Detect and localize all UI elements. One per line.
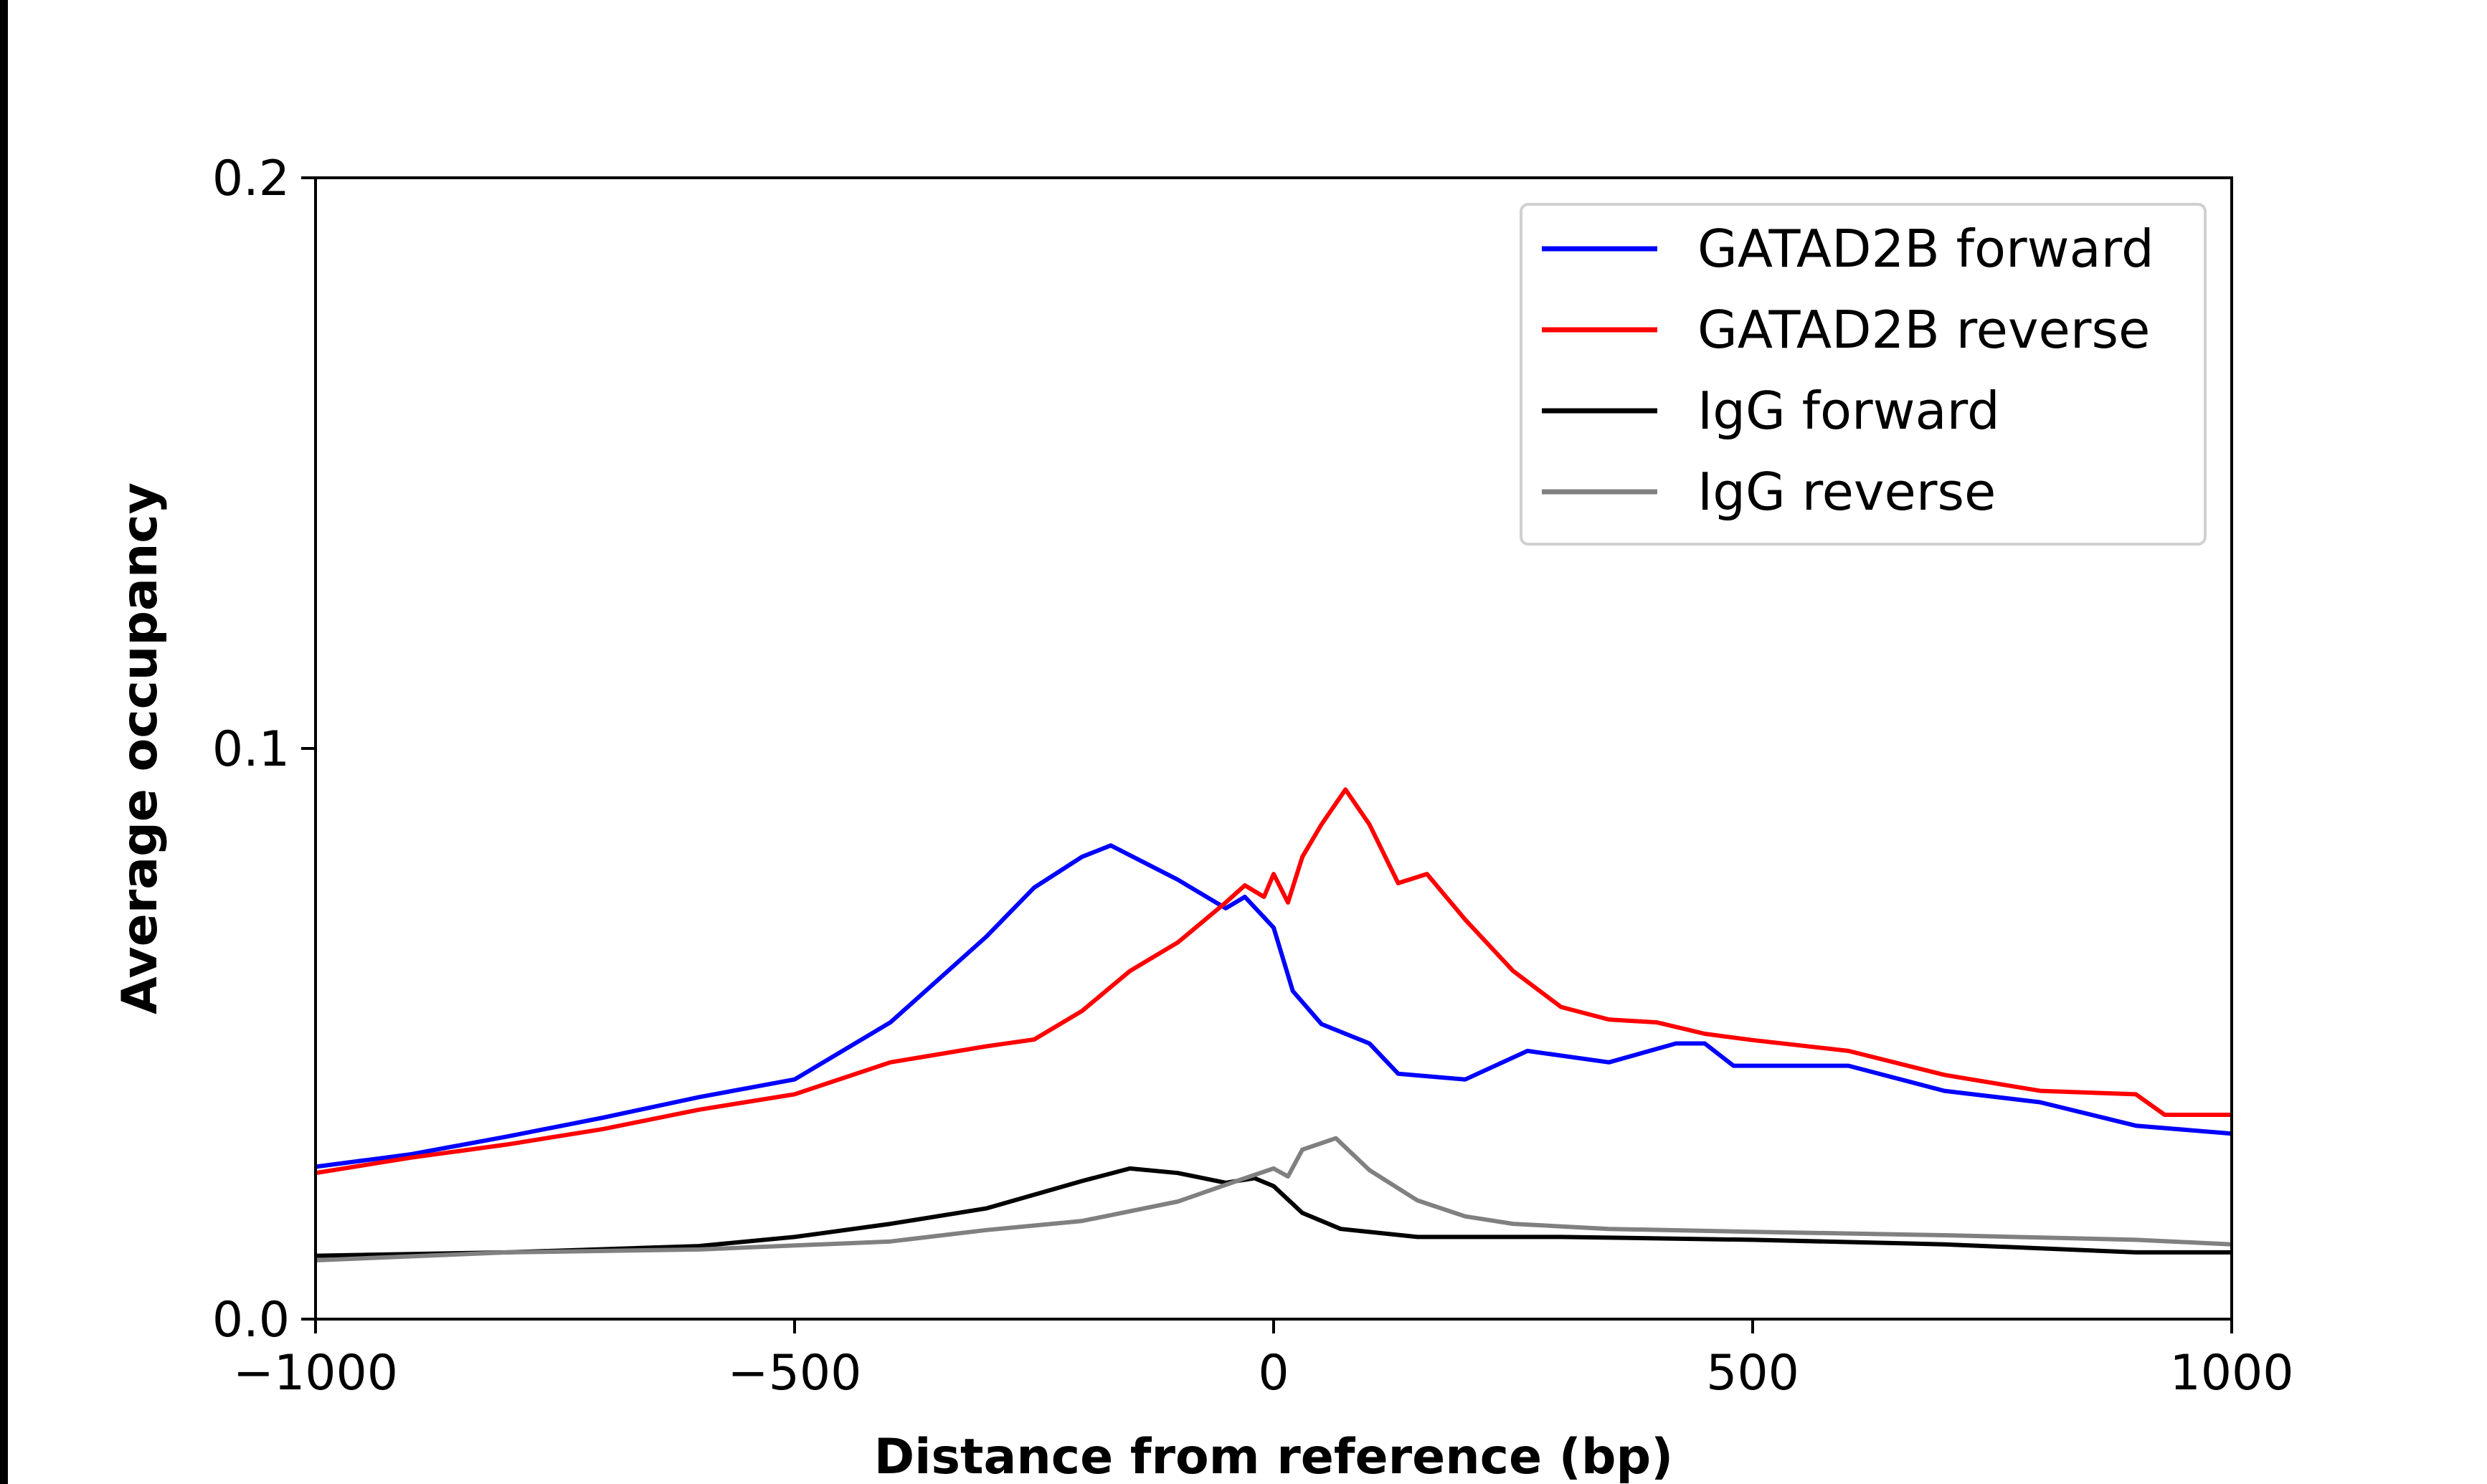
x-axis-label: Distance from reference (bp) — [874, 1429, 1674, 1484]
x-tick-label: 0 — [1258, 1345, 1289, 1402]
y-axis: 0.0 0.1 0.2 — [212, 151, 316, 1349]
legend-label: GATAD2B reverse — [1697, 300, 2150, 360]
series-layer — [315, 787, 2232, 1262]
series-line-igg-reverse — [315, 1136, 2232, 1262]
legend: GATAD2B forward GATAD2B reverse IgG forwar… — [1520, 203, 2207, 546]
x-tick-label: 1000 — [2169, 1345, 2293, 1402]
x-tick-label: 500 — [1706, 1345, 1799, 1402]
legend-label: GATAD2B forward — [1697, 219, 2154, 279]
x-axis: −1000 −500 0 500 1000 — [233, 1319, 2294, 1402]
y-axis-label: Average occupancy — [112, 482, 169, 1014]
y-tick-label: 0.2 — [212, 151, 290, 207]
y-tick-label: 0.1 — [212, 721, 290, 778]
x-tick-label: −1000 — [233, 1345, 398, 1402]
legend-label: IgG forward — [1697, 381, 2000, 441]
left-border — [0, 0, 8, 1484]
y-tick-label: 0.0 — [212, 1292, 290, 1349]
x-tick-label: −500 — [728, 1345, 862, 1402]
legend-label: IgG reverse — [1697, 462, 1996, 522]
legend-box — [1520, 203, 2207, 546]
series-line-gatad2b-forward — [315, 843, 2232, 1169]
series-line-igg-forward — [315, 1166, 2232, 1258]
series-line-gatad2b-reverse — [315, 787, 2232, 1176]
